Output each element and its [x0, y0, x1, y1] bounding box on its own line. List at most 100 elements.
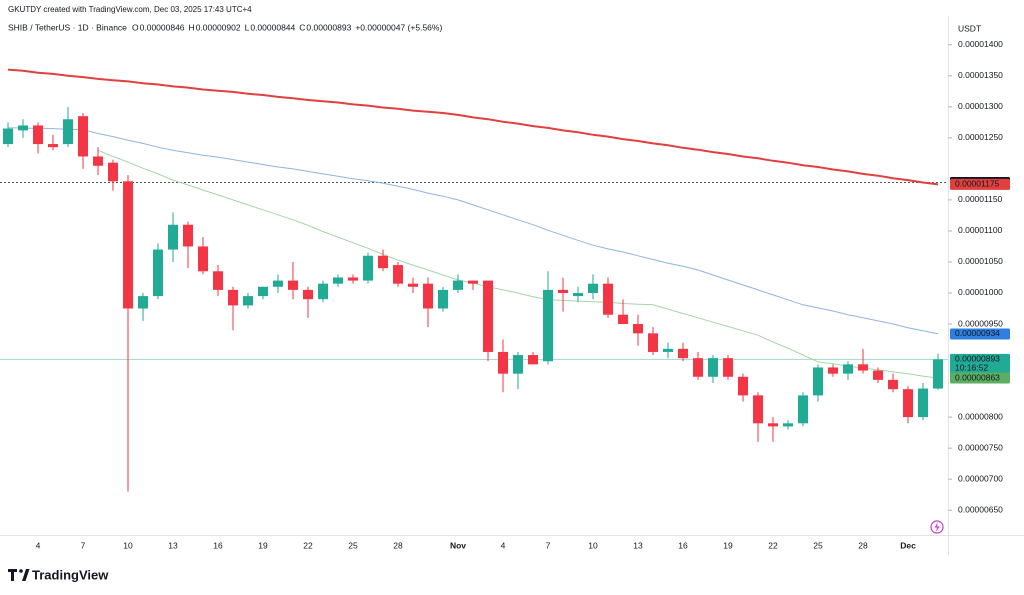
candle-body: [588, 283, 598, 293]
candle: [318, 280, 328, 303]
candle-body: [918, 388, 928, 418]
x-tick-label: 13: [633, 540, 643, 550]
lightning-circle[interactable]: [930, 520, 944, 534]
candle: [378, 249, 388, 272]
logo-mark: [8, 569, 17, 581]
candle-body: [198, 246, 208, 272]
candle-body: [78, 116, 88, 157]
y-tick-label: 0.00000650: [958, 504, 1003, 514]
lightning-icon[interactable]: [930, 520, 944, 534]
x-tick-label: 28: [393, 540, 403, 550]
candle-body: [468, 280, 478, 284]
y-tick-label: 0.00000800: [958, 411, 1003, 421]
moving-average: [7, 68, 939, 186]
candle: [543, 271, 553, 365]
x-tick-label: 4: [36, 540, 41, 550]
candle-body: [348, 277, 358, 281]
price-label: 0.00000934: [955, 328, 1000, 338]
candle: [213, 265, 223, 297]
candle-body: [903, 389, 913, 418]
candle: [48, 134, 58, 151]
legend-key: C: [299, 22, 305, 32]
price-label: 0.00001175: [955, 179, 1000, 189]
moving-average: [8, 127, 939, 335]
y-tick-label: 0.00001400: [958, 39, 1003, 49]
candle: [678, 342, 688, 362]
logo-mark: [22, 569, 30, 581]
y-tick-label: 0.00001050: [958, 256, 1003, 266]
legend-value: 0.00000902: [196, 22, 241, 32]
candle: [243, 292, 253, 309]
candle-body: [153, 249, 163, 297]
candle-body: [393, 265, 403, 284]
candle: [78, 113, 88, 169]
candle: [453, 274, 463, 293]
legend-value: 0.00000844: [250, 22, 295, 32]
candle: [483, 280, 493, 362]
countdown: 10:16:52: [955, 363, 988, 373]
symbol: SHIB / TetherUS · 1D · Binance: [8, 22, 127, 32]
candle-body: [303, 289, 313, 300]
candle-body: [333, 277, 343, 284]
candle-body: [318, 283, 328, 300]
x-tick-label: 25: [348, 540, 358, 550]
candle: [783, 420, 793, 430]
candle-body: [243, 296, 253, 306]
x-tick-label: 13: [168, 540, 178, 550]
candle: [438, 286, 448, 312]
candle: [573, 286, 583, 303]
candle-body: [933, 359, 943, 389]
candle-body: [453, 280, 463, 290]
legend-change: +0.00000047 (+5.56%): [355, 22, 442, 32]
candle: [3, 122, 13, 148]
y-tick-label: 0.00001300: [958, 101, 1003, 111]
x-tick-label: 7: [81, 540, 86, 550]
candle-body: [513, 355, 523, 374]
x-tick-label: 28: [858, 540, 868, 550]
candle: [753, 392, 763, 442]
y-tick-label: 0.00001150: [958, 194, 1003, 204]
candle: [108, 159, 118, 191]
candle: [288, 261, 298, 300]
candle: [63, 106, 73, 148]
candle-body: [873, 370, 883, 380]
candle: [228, 286, 238, 331]
x-tick-label: 22: [303, 540, 313, 550]
price-label-box: [950, 372, 1010, 384]
lightning-bolt[interactable]: [934, 522, 940, 532]
candle: [18, 119, 28, 138]
candle: [273, 274, 283, 293]
candle-body: [93, 156, 103, 166]
candle-body: [288, 280, 298, 290]
y-tick-label: 0.00001000: [958, 287, 1003, 297]
candle-body: [528, 355, 538, 365]
candle: [843, 361, 853, 380]
y-tick-label: 0.00000950: [958, 318, 1003, 328]
candle-body: [408, 283, 418, 287]
candle-body: [813, 367, 823, 396]
candle: [768, 417, 778, 442]
candle: [858, 348, 868, 374]
price-label-box: [950, 328, 1010, 340]
candle: [93, 147, 103, 176]
candle: [723, 355, 733, 380]
candle: [303, 286, 313, 318]
candle: [348, 274, 358, 284]
price-label-box: [950, 353, 1010, 374]
y-tick-label: 0.00000700: [958, 473, 1003, 483]
brand: TradingView: [32, 567, 109, 582]
currency: USDT: [958, 23, 981, 33]
candle: [873, 367, 883, 383]
candle-body: [213, 271, 223, 290]
x-tick-label: Nov: [450, 540, 466, 550]
legend-key: O: [132, 22, 139, 32]
candle: [153, 243, 163, 300]
candle-body: [558, 289, 568, 293]
candle-body: [543, 289, 553, 362]
candle: [393, 261, 403, 287]
candle: [333, 274, 343, 287]
x-tick-label: 22: [768, 540, 778, 550]
candle-body: [273, 280, 283, 287]
